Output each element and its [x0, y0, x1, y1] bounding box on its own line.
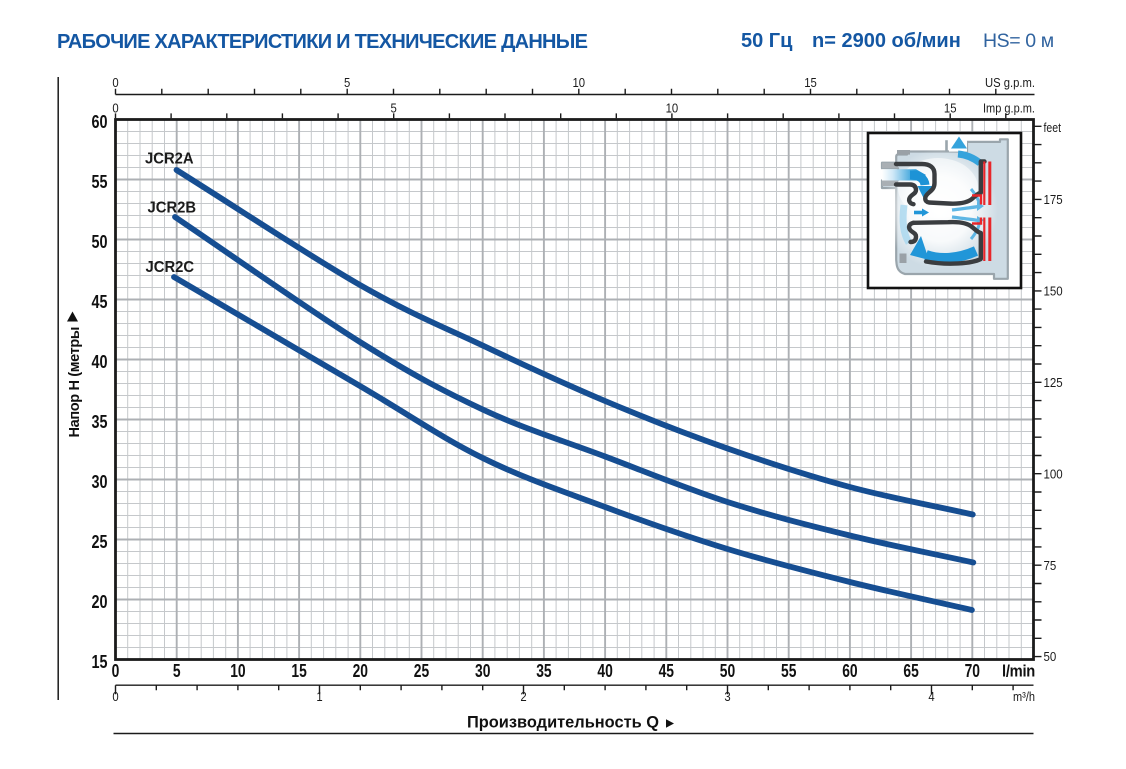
svg-text:l/min: l/min: [1002, 662, 1035, 680]
svg-text:10: 10: [573, 75, 586, 90]
svg-text:HS= 0 м: HS= 0 м: [983, 30, 1054, 52]
svg-text:0: 0: [112, 661, 120, 681]
svg-text:0: 0: [112, 75, 118, 90]
svg-text:25: 25: [92, 532, 108, 552]
svg-text:n= 2900 об/мин: n= 2900 об/мин: [812, 30, 961, 52]
svg-text:5: 5: [173, 661, 181, 681]
svg-text:45: 45: [92, 292, 108, 312]
svg-text:10: 10: [666, 100, 679, 115]
svg-text:150: 150: [1044, 284, 1063, 299]
svg-text:50: 50: [1044, 649, 1057, 664]
svg-text:60: 60: [92, 112, 108, 132]
svg-text:15: 15: [944, 100, 957, 115]
svg-text:0: 0: [112, 689, 118, 704]
svg-text:100: 100: [1044, 466, 1063, 481]
svg-text:Напор H (метры: Напор H (метры: [67, 327, 83, 437]
svg-text:30: 30: [475, 661, 490, 681]
svg-text:40: 40: [92, 352, 108, 372]
svg-text:20: 20: [92, 592, 108, 612]
svg-text:175: 175: [1044, 192, 1063, 207]
svg-text:2: 2: [520, 689, 526, 704]
svg-text:50: 50: [92, 232, 108, 252]
svg-text:3: 3: [724, 689, 730, 704]
svg-text:15: 15: [804, 75, 817, 90]
svg-text:JCR2C: JCR2C: [146, 259, 195, 276]
svg-text:10: 10: [230, 661, 245, 681]
svg-text:50: 50: [720, 661, 735, 681]
svg-text:m³/h: m³/h: [1013, 689, 1035, 704]
svg-text:5: 5: [344, 75, 350, 90]
svg-text:55: 55: [781, 661, 796, 681]
svg-text:5: 5: [391, 100, 397, 115]
svg-text:15: 15: [92, 652, 108, 672]
svg-text:35: 35: [536, 661, 551, 681]
svg-text:feet: feet: [1044, 120, 1062, 135]
svg-text:30: 30: [92, 472, 108, 492]
svg-text:25: 25: [414, 661, 429, 681]
svg-text:75: 75: [1044, 558, 1057, 573]
svg-text:70: 70: [965, 661, 980, 681]
svg-text:Imp g.p.m.: Imp g.p.m.: [983, 100, 1035, 115]
svg-text:35: 35: [92, 412, 108, 432]
svg-text:US g.p.m.: US g.p.m.: [985, 75, 1035, 90]
svg-text:РАБОЧИЕ ХАРАКТЕРИСТИКИ И ТЕХНИ: РАБОЧИЕ ХАРАКТЕРИСТИКИ И ТЕХНИЧЕСКИЕ ДАН…: [57, 31, 588, 53]
svg-text:1: 1: [316, 689, 322, 704]
svg-text:4: 4: [928, 689, 934, 704]
svg-text:0: 0: [112, 100, 118, 115]
svg-text:60: 60: [842, 661, 857, 681]
svg-text:125: 125: [1044, 375, 1063, 390]
svg-text:JCR2B: JCR2B: [148, 200, 197, 217]
svg-text:65: 65: [903, 661, 918, 681]
svg-text:15: 15: [291, 661, 306, 681]
svg-text:50 Гц: 50 Гц: [741, 30, 793, 52]
svg-text:Производительность Q: Производительность Q: [467, 714, 659, 732]
svg-text:55: 55: [92, 172, 108, 192]
svg-text:JCR2A: JCR2A: [145, 150, 194, 167]
svg-text:45: 45: [659, 661, 674, 681]
svg-text:40: 40: [597, 661, 612, 681]
svg-text:20: 20: [353, 661, 368, 681]
